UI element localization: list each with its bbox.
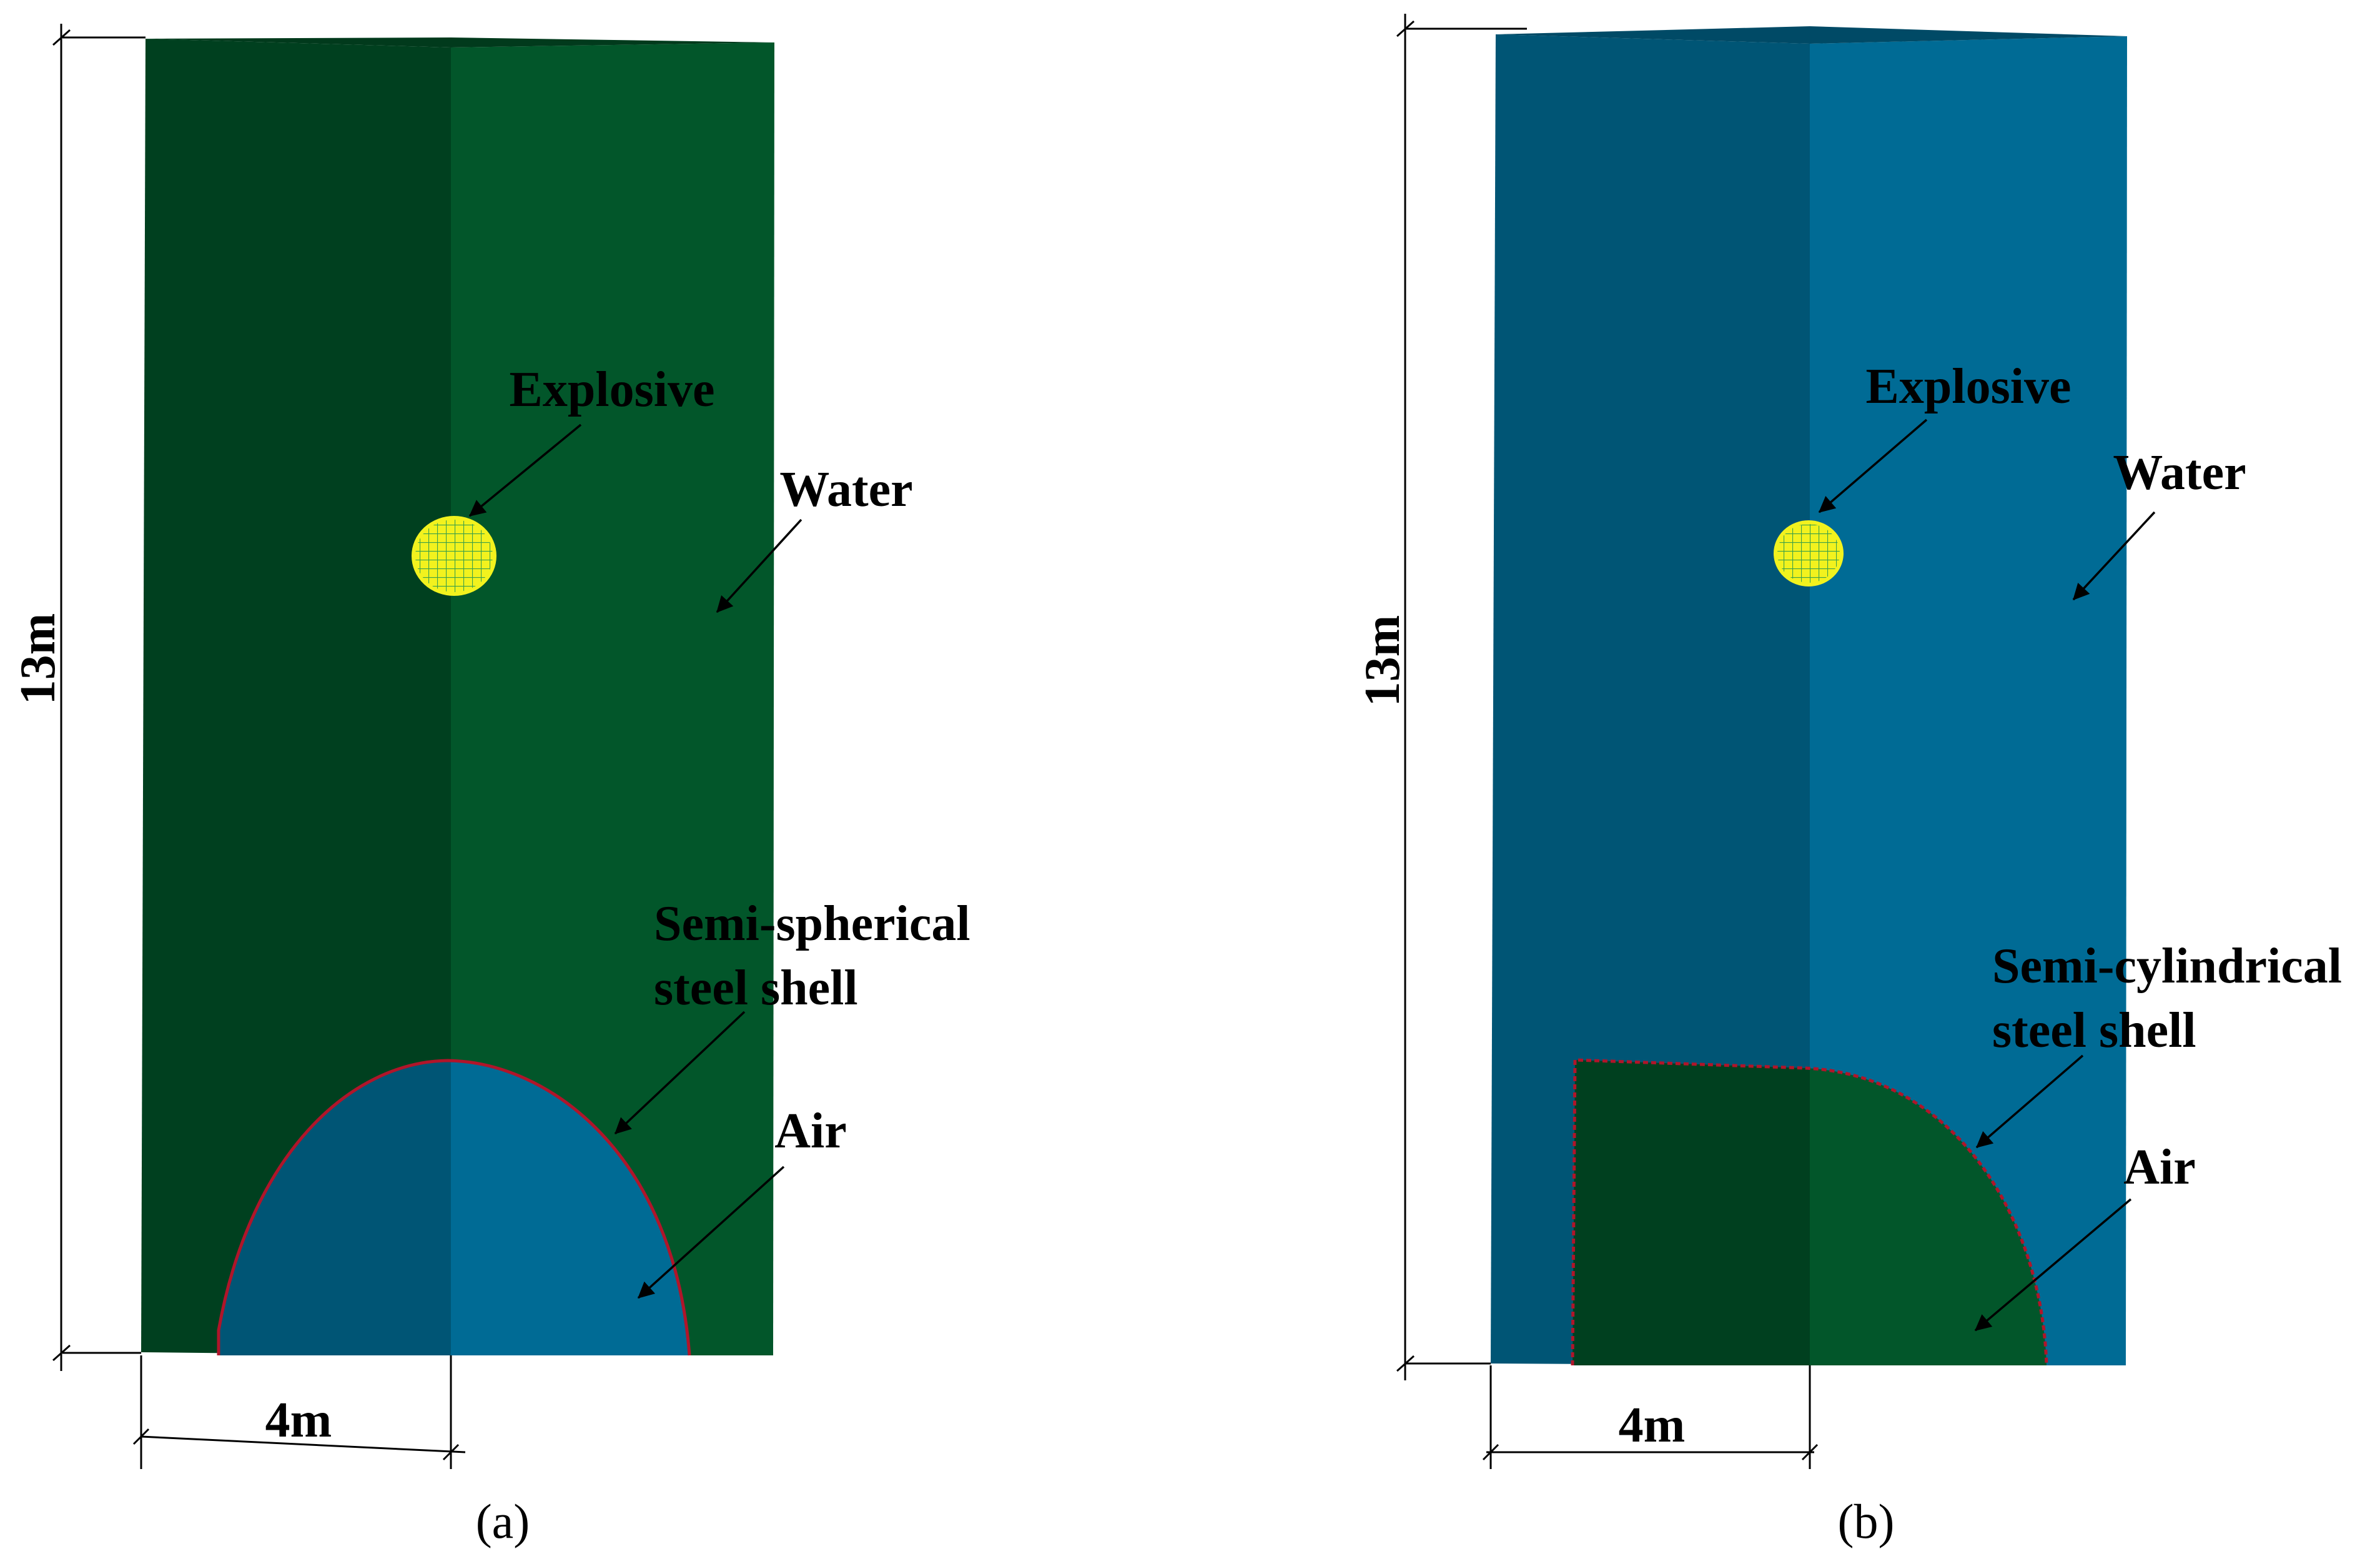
panel-a: 13m 4m Explosive Water Semi-spherical st…	[11, 24, 970, 1548]
explosive-label: Explosive	[510, 362, 715, 417]
water-label: Water	[779, 462, 912, 517]
air-arrow	[637, 1166, 785, 1299]
semi-spherical-steel-shell	[217, 1059, 691, 1356]
width-dimension: 4m	[1482, 1365, 1819, 1469]
water-right-face	[451, 42, 774, 1355]
shell-label-line2: steel shell	[1992, 1003, 2196, 1058]
shell-arrow	[614, 1011, 746, 1135]
shell-label-line2: steel shell	[654, 961, 858, 1016]
water-left-face	[1491, 34, 1810, 1365]
height-label: 13m	[11, 613, 66, 705]
width-label: 4m	[1619, 1398, 1686, 1453]
height-label: 13m	[1355, 615, 1410, 707]
height-dimension: 13m	[1355, 14, 1527, 1380]
air-left-half	[1573, 1060, 1810, 1365]
air-label: Air	[2123, 1140, 2196, 1195]
explosive-arrow	[1818, 418, 1928, 513]
water-block	[1491, 26, 2127, 1365]
water-top-edge	[1496, 26, 2127, 44]
water-block	[141, 37, 774, 1355]
water-top-edge	[146, 37, 774, 47]
air-label: Air	[774, 1104, 847, 1159]
explosive-label: Explosive	[1866, 359, 2071, 414]
shell-label-line1: Semi-spherical	[654, 896, 970, 951]
caption-a: (a)	[476, 1494, 530, 1548]
air-region	[1571, 1058, 2048, 1366]
water-arrow	[716, 518, 802, 613]
explosive-charge	[412, 516, 496, 596]
shell-arrow	[1975, 1054, 2084, 1149]
width-label: 4m	[265, 1393, 332, 1448]
water-right-face	[1810, 36, 2127, 1365]
semi-cylindrical-steel-shell	[1571, 1058, 2048, 1366]
air-arrow	[1974, 1198, 2132, 1332]
water-left-face	[141, 39, 451, 1355]
explosive-arrow	[468, 423, 582, 517]
width-dimension: 4m	[132, 1355, 466, 1469]
panel-b: 13m 4m Explosive Water Semi-cylindrical …	[1355, 14, 2342, 1548]
water-label: Water	[2113, 445, 2246, 500]
height-dimension: 13m	[11, 24, 146, 1371]
caption-b: (b)	[1838, 1494, 1895, 1548]
water-arrow	[2072, 511, 2156, 601]
explosive-charge	[1774, 520, 1844, 586]
shell-label-line1: Semi-cylindrical	[1992, 939, 2342, 994]
